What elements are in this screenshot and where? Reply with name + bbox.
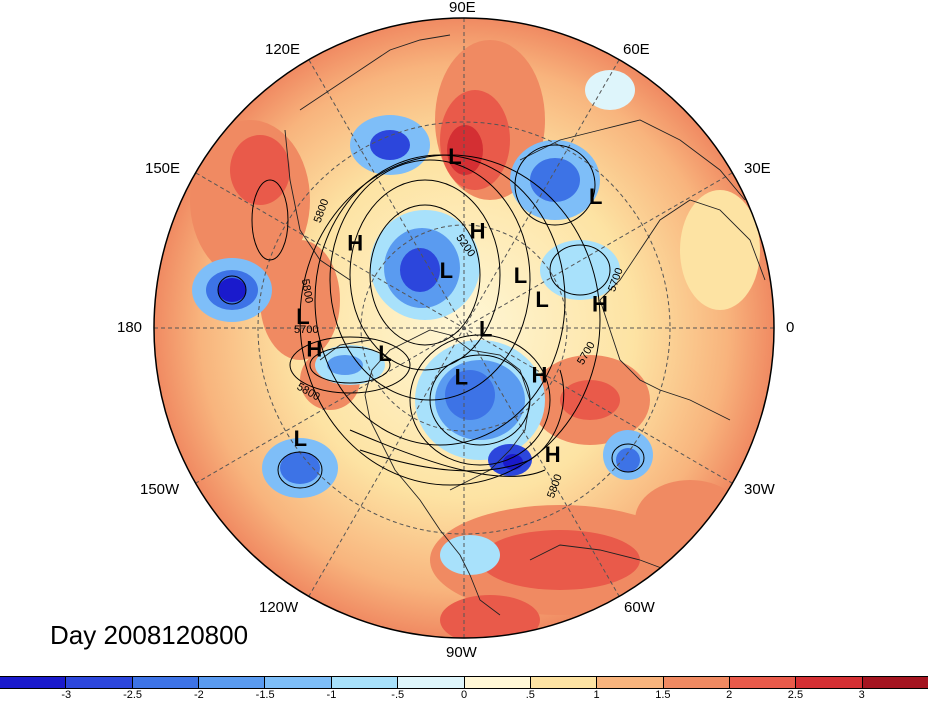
lon-label-90e: 90E — [449, 0, 476, 16]
low-pressure-center: L — [514, 263, 527, 288]
high-pressure-center: H — [347, 231, 363, 256]
colorbar-box — [199, 677, 266, 688]
colorbar-box — [398, 677, 465, 688]
colorbar-box — [796, 677, 863, 688]
graticule — [154, 18, 774, 638]
colorbar-tick-label: -1.5 — [255, 689, 275, 701]
lon-label-60e: 60E — [623, 41, 650, 58]
colorbar-box — [331, 677, 399, 688]
lon-label-60w: 60W — [624, 599, 655, 616]
colorbar-ticks: -3 -2.5 -2 -1.5 -1 -.5 0 .5 1 1.5 2 2.5 3 — [0, 689, 928, 702]
colorbar-tick-label: -1 — [326, 689, 337, 701]
colorbar-tick-label: -3 — [61, 689, 72, 701]
colorbar-box — [66, 677, 133, 688]
lon-label-120e: 120E — [265, 41, 301, 58]
colorbar-box — [0, 677, 67, 688]
lon-label-150e: 150E — [145, 160, 181, 177]
low-pressure-center: L — [448, 144, 461, 169]
high-pressure-center: H — [545, 442, 561, 467]
lon-label-90w: 90W — [446, 644, 477, 661]
colorbar-box — [597, 677, 664, 688]
colorbar-tick-label: 1 — [593, 689, 600, 701]
colorbar-tick-label: 1.5 — [655, 689, 671, 701]
low-pressure-center: L — [535, 287, 548, 312]
colorbar-box — [530, 677, 598, 688]
low-pressure-center: L — [440, 258, 453, 283]
colorbar-tick-label: -2.5 — [123, 689, 143, 701]
colorbar — [0, 676, 928, 689]
contour-label: 5800 — [299, 278, 315, 304]
lon-label-30w: 30W — [744, 481, 775, 498]
lon-label-30e: 30E — [744, 160, 771, 177]
low-pressure-center: L — [479, 316, 492, 341]
high-pressure-center: H — [470, 219, 486, 244]
lon-label-0: 0 — [786, 319, 795, 336]
colorbar-tick-label: -.5 — [391, 689, 405, 701]
colorbar-box — [663, 677, 730, 688]
contour-label: 5700 — [294, 324, 318, 336]
height-contours — [217, 144, 645, 489]
colorbar-box — [729, 677, 797, 688]
lon-label-150w: 150W — [140, 481, 180, 498]
polar-stereographic-map: 5800 5200 5700 5700 5800 5700 5800 5800 … — [153, 17, 775, 639]
lon-label-120w: 120W — [259, 599, 299, 616]
colorbar-tick-label: 2.5 — [787, 689, 804, 701]
high-pressure-center: H — [306, 337, 322, 362]
low-pressure-center: L — [296, 304, 309, 329]
coastlines — [284, 34, 766, 616]
colorbar-tick-label: -2 — [193, 689, 204, 701]
high-pressure-center: H — [592, 292, 608, 317]
colorbar-tick-label: .5 — [525, 689, 535, 701]
colorbar-box — [464, 677, 531, 688]
low-pressure-center: L — [455, 365, 468, 390]
colorbar-tick-label: 2 — [726, 689, 733, 701]
colorbar-tick-label: 0 — [460, 689, 468, 701]
lon-label-180: 180 — [117, 319, 143, 336]
date-label: Day 2008120800 — [50, 620, 249, 650]
colorbar-box — [265, 677, 332, 688]
colorbar-box — [132, 677, 200, 688]
low-pressure-center: L — [589, 184, 602, 209]
colorbar-tick-label: 3 — [858, 689, 865, 701]
map-border — [153, 17, 775, 639]
colorbar-box — [862, 677, 928, 688]
low-pressure-center: L — [378, 341, 391, 366]
high-pressure-center: H — [531, 363, 547, 388]
low-pressure-center: L — [294, 426, 307, 451]
